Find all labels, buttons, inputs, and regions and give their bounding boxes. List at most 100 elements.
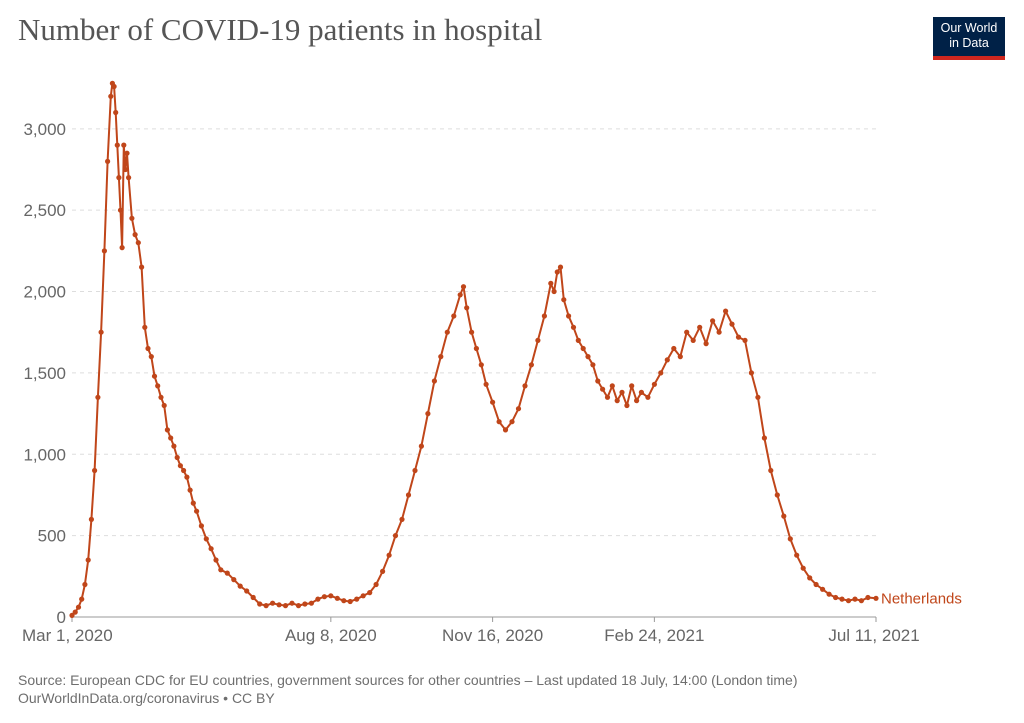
data-point — [833, 594, 839, 601]
data-point — [181, 467, 187, 474]
data-point — [101, 248, 107, 254]
data-point — [496, 419, 502, 425]
data-point — [585, 354, 591, 360]
axes: 0 500 1,000 1,500 2,000 2,500 3,000 Mar 1, 2020… — [22, 120, 920, 645]
data-point — [315, 596, 321, 602]
data-point — [839, 596, 845, 602]
x-tick-label: Jul 11, 2021 — [828, 626, 919, 645]
data-point — [677, 354, 683, 360]
data-point — [541, 313, 548, 319]
data-point — [473, 345, 479, 352]
data-point — [405, 492, 412, 498]
data-point — [190, 500, 196, 506]
source-line-2[interactable]: OurWorldInData.org/coronavirus • CC BY — [18, 690, 275, 706]
data-point — [367, 590, 373, 596]
data-point — [79, 596, 85, 602]
data-point — [425, 411, 431, 417]
data-point — [105, 158, 111, 164]
data-point — [645, 394, 651, 400]
data-point — [561, 297, 567, 303]
data-point — [690, 337, 696, 343]
data-point — [852, 596, 858, 602]
data-point — [72, 609, 78, 615]
x-tick-label: Feb 24, 2021 — [604, 626, 704, 645]
data-point — [98, 329, 104, 335]
data-point — [483, 381, 489, 387]
data-point — [604, 394, 611, 400]
data-point — [360, 593, 366, 599]
data-point — [151, 373, 158, 379]
data-point — [164, 427, 170, 433]
data-point — [748, 370, 755, 376]
x-tick-label: Mar 1, 2020 — [22, 626, 113, 645]
x-tick-label: Nov 16, 2020 — [442, 626, 543, 645]
data-point — [263, 603, 269, 609]
data-point — [111, 83, 117, 90]
data-point — [858, 598, 865, 604]
data-point — [614, 398, 620, 404]
data-point — [551, 288, 557, 295]
data-point — [664, 357, 670, 363]
data-point — [386, 552, 392, 558]
series: Netherlands — [69, 80, 962, 619]
data-point — [113, 109, 119, 116]
data-point — [139, 264, 145, 270]
data-point — [451, 313, 457, 319]
data-point — [231, 577, 237, 583]
data-point — [873, 595, 879, 601]
data-point — [270, 600, 276, 606]
logo-line-1: Our World — [940, 21, 998, 35]
data-point — [158, 394, 164, 400]
data-point — [208, 546, 214, 552]
data-point — [392, 533, 399, 539]
line-chart[interactable]: 0 500 1,000 1,500 2,000 2,500 3,000 Mar 1, 2020… — [0, 0, 1024, 660]
data-point — [768, 467, 774, 474]
data-point — [321, 594, 327, 600]
owid-logo[interactable]: Our World in Data — [933, 17, 1005, 60]
data-point — [658, 370, 664, 376]
data-point — [95, 394, 101, 400]
series-label: Netherlands — [881, 590, 962, 607]
data-point — [250, 594, 256, 601]
data-point — [794, 552, 800, 558]
data-point — [845, 598, 852, 604]
data-point — [155, 383, 161, 389]
data-point — [194, 508, 200, 514]
data-point — [198, 523, 204, 529]
data-point — [289, 600, 295, 606]
y-tick-label: 1,000 — [23, 445, 66, 464]
data-point — [341, 598, 347, 604]
data-point — [282, 603, 289, 609]
data-point — [142, 324, 148, 330]
data-point — [774, 492, 780, 498]
data-point — [535, 337, 541, 343]
data-point — [820, 586, 826, 592]
data-point — [174, 454, 180, 461]
data-point — [380, 568, 386, 575]
data-point — [575, 337, 581, 343]
data-point — [710, 318, 716, 324]
data-point — [82, 581, 88, 588]
data-point — [213, 557, 219, 563]
data-point — [257, 601, 263, 607]
data-point — [444, 329, 450, 335]
data-point — [184, 474, 190, 480]
data-point — [168, 435, 174, 441]
y-tick-label: 500 — [38, 527, 66, 546]
data-point — [742, 337, 748, 343]
data-point — [464, 305, 470, 311]
data-point — [554, 269, 560, 275]
data-point — [418, 443, 424, 449]
data-point — [735, 334, 742, 340]
y-tick-label: 2,500 — [23, 201, 66, 220]
data-point — [469, 329, 475, 335]
data-point — [302, 601, 308, 607]
data-point — [478, 362, 484, 368]
data-point — [129, 215, 135, 221]
data-point — [787, 536, 793, 542]
data-point — [460, 284, 467, 290]
data-point — [671, 345, 677, 352]
data-point — [92, 467, 98, 474]
chart-title: Number of COVID-19 patients in hospital — [18, 12, 543, 47]
data-point — [224, 570, 230, 576]
